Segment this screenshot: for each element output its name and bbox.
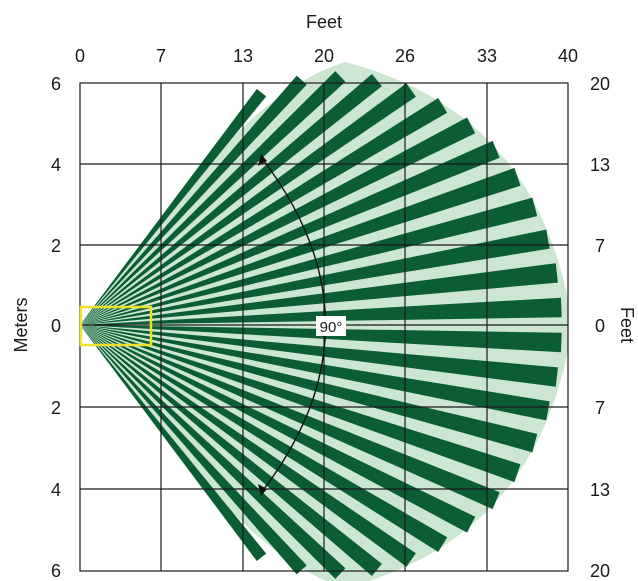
top-tick-label: 33 [477,46,497,66]
detection-beam [80,71,346,325]
right-tick-label: 0 [595,316,605,336]
detection-beam [80,325,476,533]
angle-label: 90° [320,319,343,336]
detection-beam [80,325,307,575]
right-tick-label: 13 [590,155,610,175]
detection-beam [80,98,448,325]
detection-beam [80,325,448,552]
left-tick-label: 4 [51,155,61,175]
detection-beams [80,71,562,579]
top-tick-label: 40 [558,46,578,66]
left-tick-label: 6 [51,74,61,94]
left-tick-label: 0 [51,316,61,336]
detection-beam [80,325,500,510]
left-tick-label: 4 [51,480,61,500]
left-tick-label: 6 [51,561,61,581]
close-range-zone-outline [79,305,153,347]
detection-beam [80,325,521,483]
detection-beam [80,325,550,421]
right-axis-title: Feet [617,307,637,343]
detection-beam [80,140,500,325]
detection-beam [80,197,538,325]
detection-beam [80,325,558,387]
detection-beam [80,75,307,325]
angle-arrowhead-bottom [258,484,267,496]
detection-beam [80,297,562,325]
detection-beam [80,83,416,325]
angle-label-bg [316,316,346,336]
detection-beam [80,74,382,325]
right-tick-label: 20 [590,561,610,581]
top-tick-label: 7 [156,46,166,66]
top-tick-label: 20 [314,46,334,66]
top-tick-label: 0 [75,46,85,66]
right-tick-label: 7 [595,236,605,256]
detection-beam [80,325,267,561]
grid [79,82,569,572]
right-tick-label: 7 [595,398,605,418]
detection-beam [80,167,521,325]
top-tick-label: 26 [395,46,415,66]
left-tick-label: 2 [51,398,61,418]
detection-beam [80,117,476,326]
right-tick-label: 13 [590,480,610,500]
left-axis-title: Meters [11,297,31,352]
detection-beam [80,325,538,453]
right-tick-label: 20 [590,74,610,94]
top-axis-title: Feet [306,12,342,32]
detection-beam [80,263,558,325]
detection-beam [80,325,382,576]
angle-arrowhead-top [258,154,267,166]
top-tick-label: 13 [233,46,253,66]
detection-beam [80,89,267,325]
detection-beam [80,325,416,567]
left-tick-label: 2 [51,236,61,256]
detection-beam [80,325,562,353]
detection-beam [80,325,346,579]
detection-beam [80,229,550,325]
